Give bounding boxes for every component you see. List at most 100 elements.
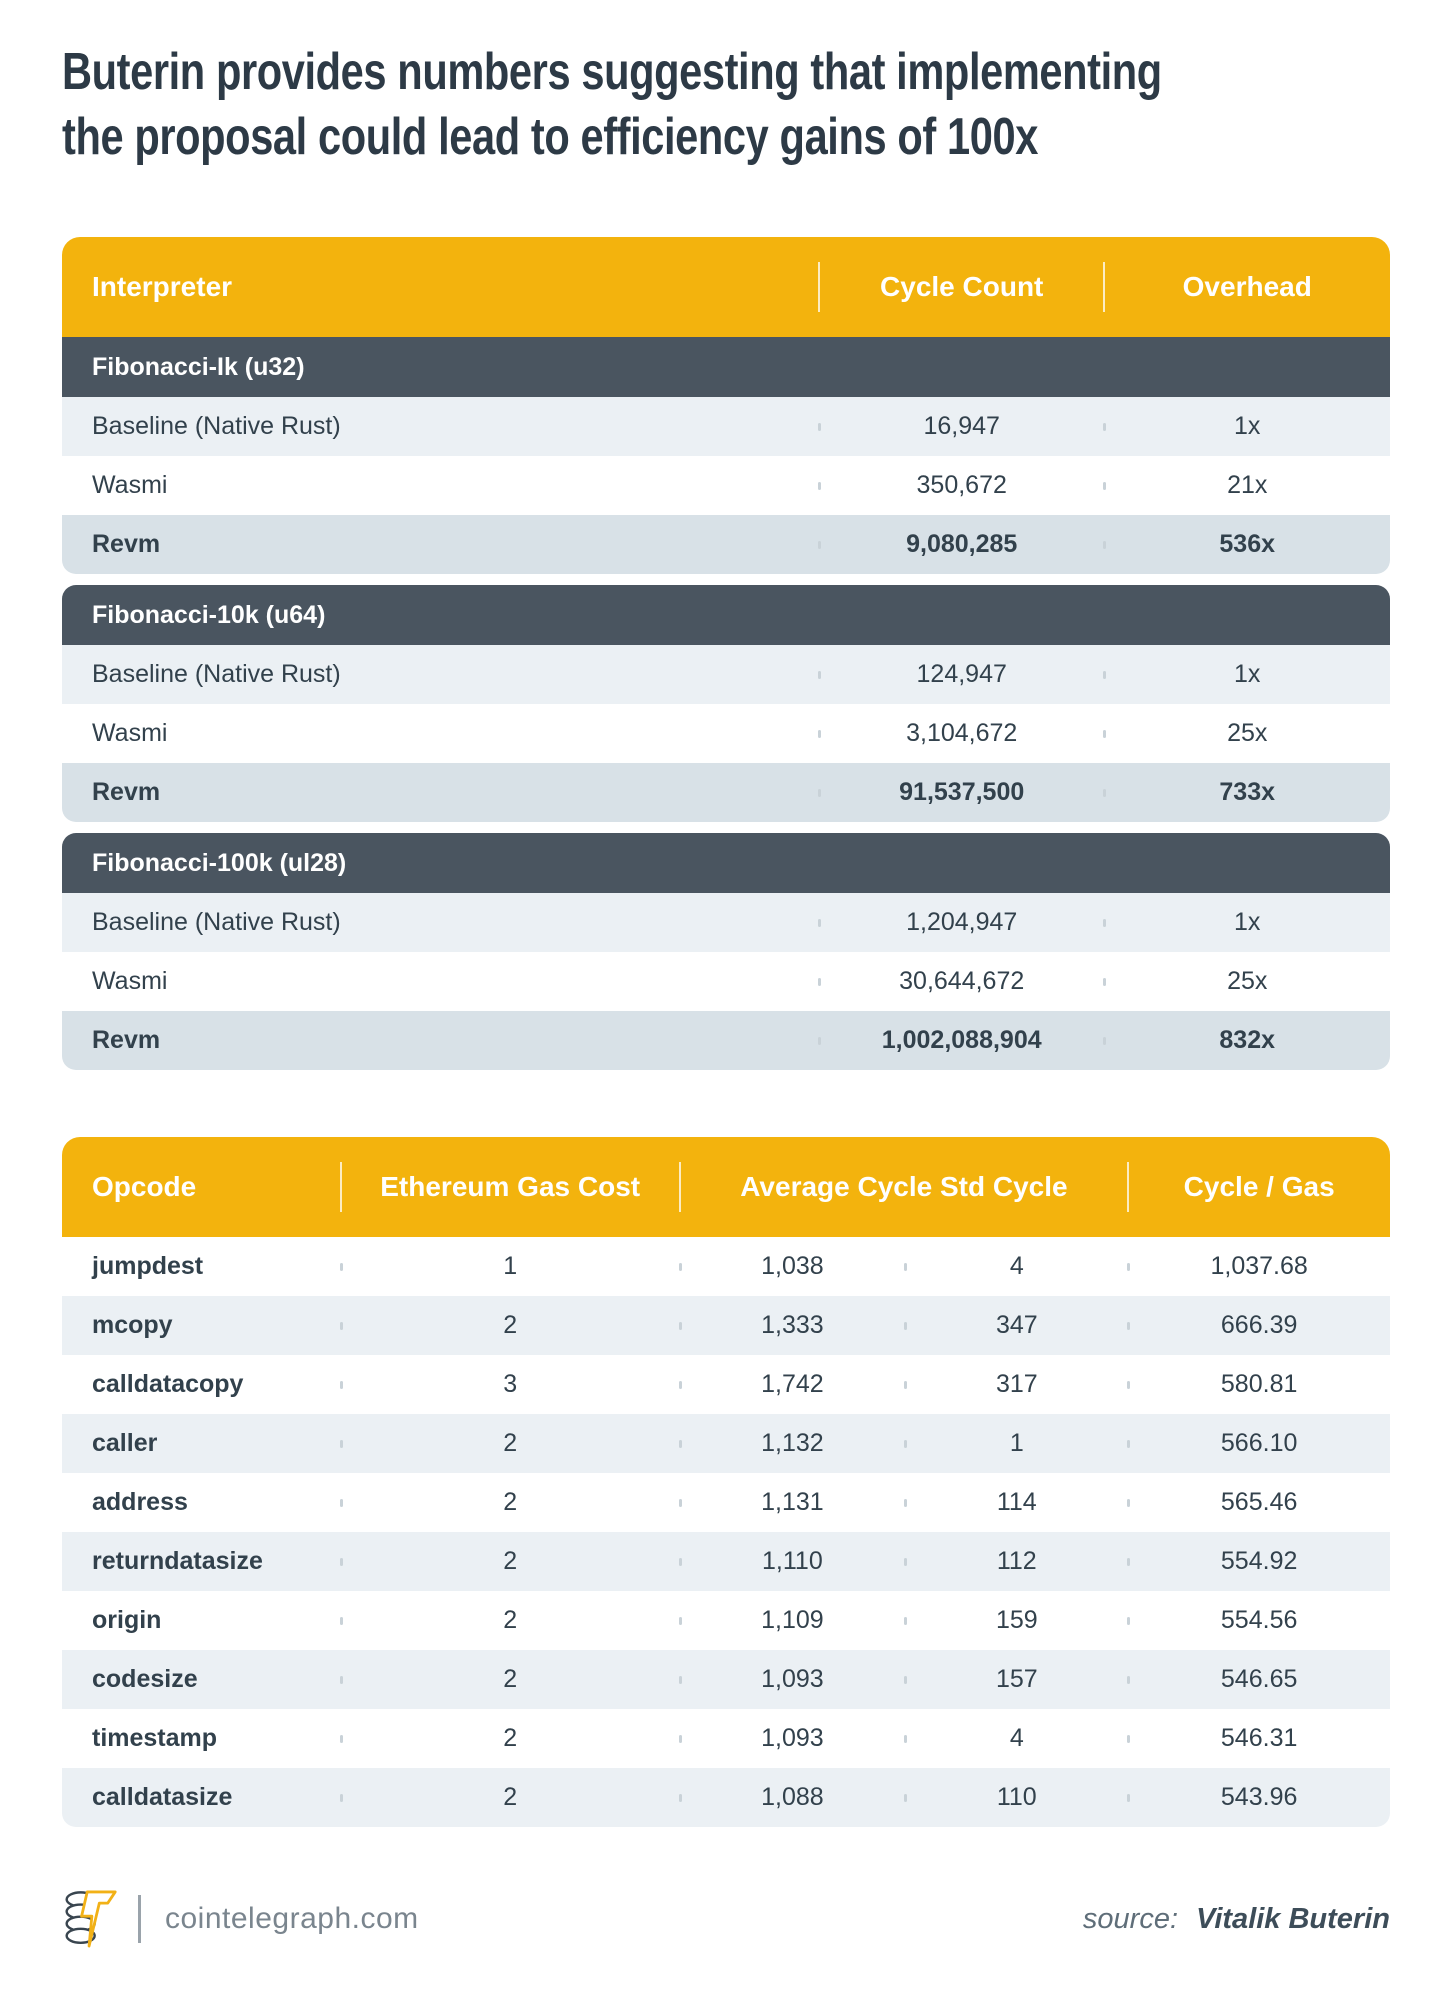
- cell-interpreter: Wasmi: [92, 471, 168, 499]
- cell-std-cycle: 4: [905, 1252, 1128, 1281]
- column-header-gas-cost: Ethereum Gas Cost: [341, 1171, 680, 1203]
- cell-cycle-per-gas: 546.31: [1128, 1724, 1390, 1753]
- cell-cycle-count: 350,672: [819, 471, 1105, 500]
- cell-interpreter: Baseline (Native Rust): [92, 412, 341, 440]
- cell-gas-cost: 2: [341, 1665, 680, 1694]
- cell-cycle-per-gas: 566.10: [1128, 1429, 1390, 1458]
- interpreter-table-header: Interpreter Cycle Count Overhead: [62, 237, 1390, 337]
- cell-cycle-count: 30,644,672: [819, 967, 1105, 996]
- cell-interpreter: Revm: [92, 1026, 161, 1054]
- table-row: calldatasize 2 1,088 110 543.96: [62, 1768, 1390, 1827]
- cell-gas-cost: 2: [341, 1724, 680, 1753]
- footer-divider: [138, 1895, 141, 1943]
- cell-interpreter: Revm: [92, 778, 161, 806]
- table-row: timestamp 2 1,093 4 546.31: [62, 1709, 1390, 1768]
- table-row: calldatacopy 3 1,742 317 580.81: [62, 1355, 1390, 1414]
- opcode-table: Opcode Ethereum Gas Cost Average Cycle S…: [62, 1137, 1390, 1827]
- cell-overhead: 832x: [1104, 1026, 1390, 1055]
- title-line-2: the proposal could lead to efficiency ga…: [62, 108, 1038, 166]
- cell-cycle-per-gas: 666.39: [1128, 1311, 1390, 1340]
- cell-average-cycle: 1,088: [680, 1783, 906, 1812]
- cell-cycle-count: 1,002,088,904: [819, 1026, 1105, 1055]
- cell-average-cycle: 1,110: [680, 1547, 906, 1576]
- footer-site-text: cointelegraph.com: [165, 1902, 419, 1935]
- cell-opcode: address: [92, 1488, 188, 1516]
- cell-interpreter: Baseline (Native Rust): [92, 908, 341, 936]
- cell-opcode: mcopy: [92, 1311, 173, 1339]
- column-header-cycle-per-gas: Cycle / Gas: [1128, 1171, 1390, 1203]
- cell-std-cycle: 347: [905, 1311, 1128, 1340]
- table-row: jumpdest 1 1,038 4 1,037.68: [62, 1237, 1390, 1296]
- table-row: Revm 91,537,500 733x: [62, 763, 1390, 822]
- cell-cycle-per-gas: 554.56: [1128, 1606, 1390, 1635]
- cell-opcode: calldatacopy: [92, 1370, 244, 1398]
- cell-std-cycle: 317: [905, 1370, 1128, 1399]
- cell-cycle-count: 3,104,672: [819, 719, 1105, 748]
- cell-std-cycle: 159: [905, 1606, 1128, 1635]
- cell-gas-cost: 2: [341, 1429, 680, 1458]
- cell-gas-cost: 2: [341, 1547, 680, 1576]
- cell-cycle-count: 124,947: [819, 660, 1105, 689]
- cell-cycle-per-gas: 546.65: [1128, 1665, 1390, 1694]
- table-row: Revm 9,080,285 536x: [62, 515, 1390, 574]
- cell-std-cycle: 1: [905, 1429, 1128, 1458]
- table-row: caller 2 1,132 1 566.10: [62, 1414, 1390, 1473]
- cell-std-cycle: 114: [905, 1488, 1128, 1517]
- cell-overhead: 1x: [1104, 660, 1390, 689]
- cointelegraph-logo-icon: [62, 1888, 118, 1950]
- footer: cointelegraph.com source: Vitalik Buteri…: [62, 1888, 1390, 1950]
- cell-opcode: timestamp: [92, 1724, 218, 1752]
- table-row: Baseline (Native Rust) 1,204,947 1x: [62, 893, 1390, 952]
- cell-std-cycle: 112: [905, 1547, 1128, 1576]
- table-row: Wasmi 350,672 21x: [62, 456, 1390, 515]
- cell-average-cycle: 1,093: [680, 1665, 906, 1694]
- cell-cycle-count: 91,537,500: [819, 778, 1105, 807]
- section-header: Fibonacci-10k (u64): [62, 585, 1390, 645]
- section-header: Fibonacci-100k (ul28): [62, 833, 1390, 893]
- cell-opcode: caller: [92, 1429, 158, 1457]
- column-header-cycle-count: Cycle Count: [819, 271, 1105, 303]
- table-row: Revm 1,002,088,904 832x: [62, 1011, 1390, 1070]
- table-row: codesize 2 1,093 157 546.65: [62, 1650, 1390, 1709]
- table-row: Baseline (Native Rust) 124,947 1x: [62, 645, 1390, 704]
- cell-overhead: 1x: [1104, 908, 1390, 937]
- cell-average-cycle: 1,742: [680, 1370, 906, 1399]
- page-title: Buterin provides numbers suggesting that…: [62, 40, 1162, 170]
- cell-interpreter: Wasmi: [92, 719, 168, 747]
- column-header-interpreter: Interpreter: [92, 271, 233, 302]
- cell-overhead: 733x: [1104, 778, 1390, 807]
- cell-interpreter: Wasmi: [92, 967, 168, 995]
- interpreter-table-body: Fibonacci-Ik (u32) Baseline (Native Rust)…: [62, 337, 1390, 1070]
- cell-cycle-per-gas: 565.46: [1128, 1488, 1390, 1517]
- cell-average-cycle: 1,333: [680, 1311, 906, 1340]
- cell-average-cycle: 1,131: [680, 1488, 906, 1517]
- cell-opcode: codesize: [92, 1665, 198, 1693]
- column-header-opcode: Opcode: [92, 1171, 197, 1202]
- cell-gas-cost: 2: [341, 1488, 680, 1517]
- table-row: mcopy 2 1,333 347 666.39: [62, 1296, 1390, 1355]
- cell-std-cycle: 157: [905, 1665, 1128, 1694]
- cell-opcode: calldatasize: [92, 1783, 233, 1811]
- source-name: Vitalik Buterin: [1196, 1902, 1390, 1935]
- cell-average-cycle: 1,038: [680, 1252, 906, 1281]
- table-row: returndatasize 2 1,110 112 554.92: [62, 1532, 1390, 1591]
- title-line-1: Buterin provides numbers suggesting that…: [62, 43, 1162, 101]
- cell-cycle-per-gas: 543.96: [1128, 1783, 1390, 1812]
- cell-cycle-count: 9,080,285: [819, 530, 1105, 559]
- opcode-table-body: jumpdest 1 1,038 4 1,037.68 mcopy 2 1,333 347 666…: [62, 1237, 1390, 1827]
- cell-gas-cost: 1: [341, 1252, 680, 1281]
- cell-gas-cost: 3: [341, 1370, 680, 1399]
- cell-gas-cost: 2: [341, 1606, 680, 1635]
- table-row: origin 2 1,109 159 554.56: [62, 1591, 1390, 1650]
- cell-std-cycle: 110: [905, 1783, 1128, 1812]
- table-row: Baseline (Native Rust) 16,947 1x: [62, 397, 1390, 456]
- cell-overhead: 25x: [1104, 719, 1390, 748]
- section-header: Fibonacci-Ik (u32): [62, 337, 1390, 397]
- cell-cycle-count: 16,947: [819, 412, 1105, 441]
- cell-opcode: jumpdest: [92, 1252, 204, 1280]
- cell-overhead: 25x: [1104, 967, 1390, 996]
- table-row: address 2 1,131 114 565.46: [62, 1473, 1390, 1532]
- table-row: Wasmi 30,644,672 25x: [62, 952, 1390, 1011]
- cell-overhead: 21x: [1104, 471, 1390, 500]
